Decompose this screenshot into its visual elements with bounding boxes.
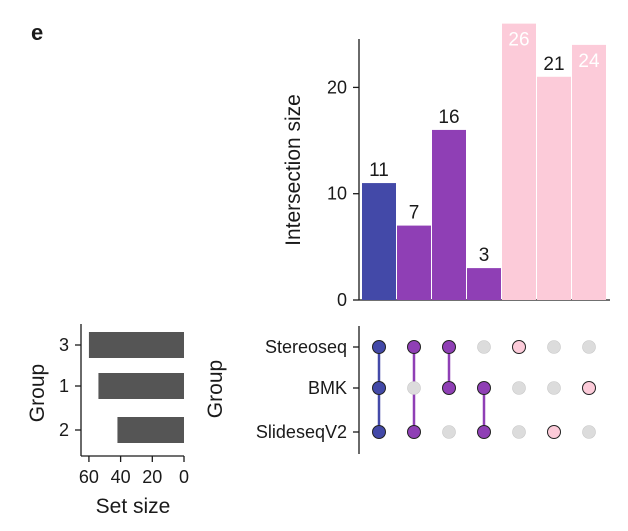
set-size-x-tick-label: 60	[79, 467, 99, 487]
set-size-x-tick-label: 0	[179, 467, 189, 487]
matrix-dot-inactive	[512, 425, 526, 439]
set-size-chart: 3 1 2 60 40 20 0 Set size Group	[26, 324, 189, 518]
intersection-matrix: Stereoseq BMK SlideseqV2 Group	[204, 326, 596, 454]
intersection-bar	[432, 129, 466, 300]
set-size-y-tick-label: 3	[59, 335, 69, 355]
matrix-y-axis-title: Group	[204, 360, 227, 418]
intersection-y-axis-title: Intersection size	[282, 94, 305, 246]
intersection-bar-label: 11	[369, 160, 389, 181]
set-size-bar	[98, 373, 184, 399]
matrix-dot-active	[442, 340, 456, 354]
matrix-dot-active	[407, 425, 421, 439]
matrix-dot-active	[547, 425, 561, 439]
set-size-x-axis-title: Set size	[96, 495, 171, 518]
matrix-dot-active	[372, 381, 386, 395]
intersection-bar-label: 3	[479, 245, 490, 266]
matrix-dot-active	[372, 425, 386, 439]
matrix-dot-inactive	[442, 425, 456, 439]
matrix-dot-inactive	[477, 340, 491, 354]
set-size-y-axis-title: Group	[26, 364, 49, 422]
matrix-dot-inactive	[512, 381, 526, 395]
set-size-x-ticks: 60 40 20 0	[79, 456, 189, 487]
intersection-y-tick-label: 0	[337, 290, 347, 310]
intersection-bars	[362, 23, 606, 301]
intersection-bar-label: 24	[578, 51, 600, 72]
matrix-dot-active	[512, 340, 526, 354]
intersection-bar	[397, 225, 431, 300]
matrix-dot-active	[477, 381, 491, 395]
intersection-bar	[467, 268, 501, 300]
matrix-row-label: Stereoseq	[265, 337, 347, 357]
set-size-bars	[88, 332, 184, 443]
matrix-dot-active	[442, 381, 456, 395]
matrix-dots	[372, 340, 596, 439]
set-size-y-tick-label: 1	[59, 376, 69, 396]
matrix-dot-active	[372, 340, 386, 354]
matrix-dot-inactive	[407, 381, 421, 395]
set-size-x-tick-label: 40	[111, 467, 131, 487]
set-size-bar	[117, 417, 184, 443]
intersection-bar	[572, 44, 606, 301]
intersection-bar	[502, 23, 536, 300]
matrix-dot-inactive	[582, 425, 596, 439]
matrix-dot-active	[477, 425, 491, 439]
matrix-row-label: SlideseqV2	[256, 422, 347, 442]
matrix-dot-inactive	[582, 340, 596, 354]
matrix-dot-active	[407, 340, 421, 354]
intersection-y-tick-label: 20	[327, 77, 347, 97]
matrix-dot-inactive	[547, 340, 561, 354]
intersection-y-tick-label: 10	[327, 184, 347, 204]
matrix-row-label: BMK	[308, 378, 347, 398]
matrix-dot-inactive	[547, 381, 561, 395]
set-size-y-ticks: 3 1 2	[59, 335, 81, 440]
set-size-bar	[88, 332, 184, 358]
intersection-size-chart: 0 10 20 11 7 16 3 26 21 24 Intersection size	[282, 23, 610, 310]
intersection-y-ticks: 0 10 20	[327, 77, 359, 310]
intersection-bar-labels: 11 7 16 3 26 21 24	[369, 30, 600, 266]
set-size-x-tick-label: 20	[142, 467, 162, 487]
intersection-bar	[537, 76, 571, 301]
set-size-y-tick-label: 2	[59, 420, 69, 440]
intersection-bar	[362, 183, 396, 300]
panel-label: e	[31, 20, 43, 45]
intersection-bar-label: 21	[543, 54, 564, 75]
matrix-dot-active	[582, 381, 596, 395]
intersection-bar-label: 16	[438, 107, 459, 128]
intersection-bar-label: 7	[409, 203, 420, 224]
matrix-row-labels: Stereoseq BMK SlideseqV2	[256, 337, 359, 442]
intersection-bar-label: 26	[508, 30, 529, 51]
